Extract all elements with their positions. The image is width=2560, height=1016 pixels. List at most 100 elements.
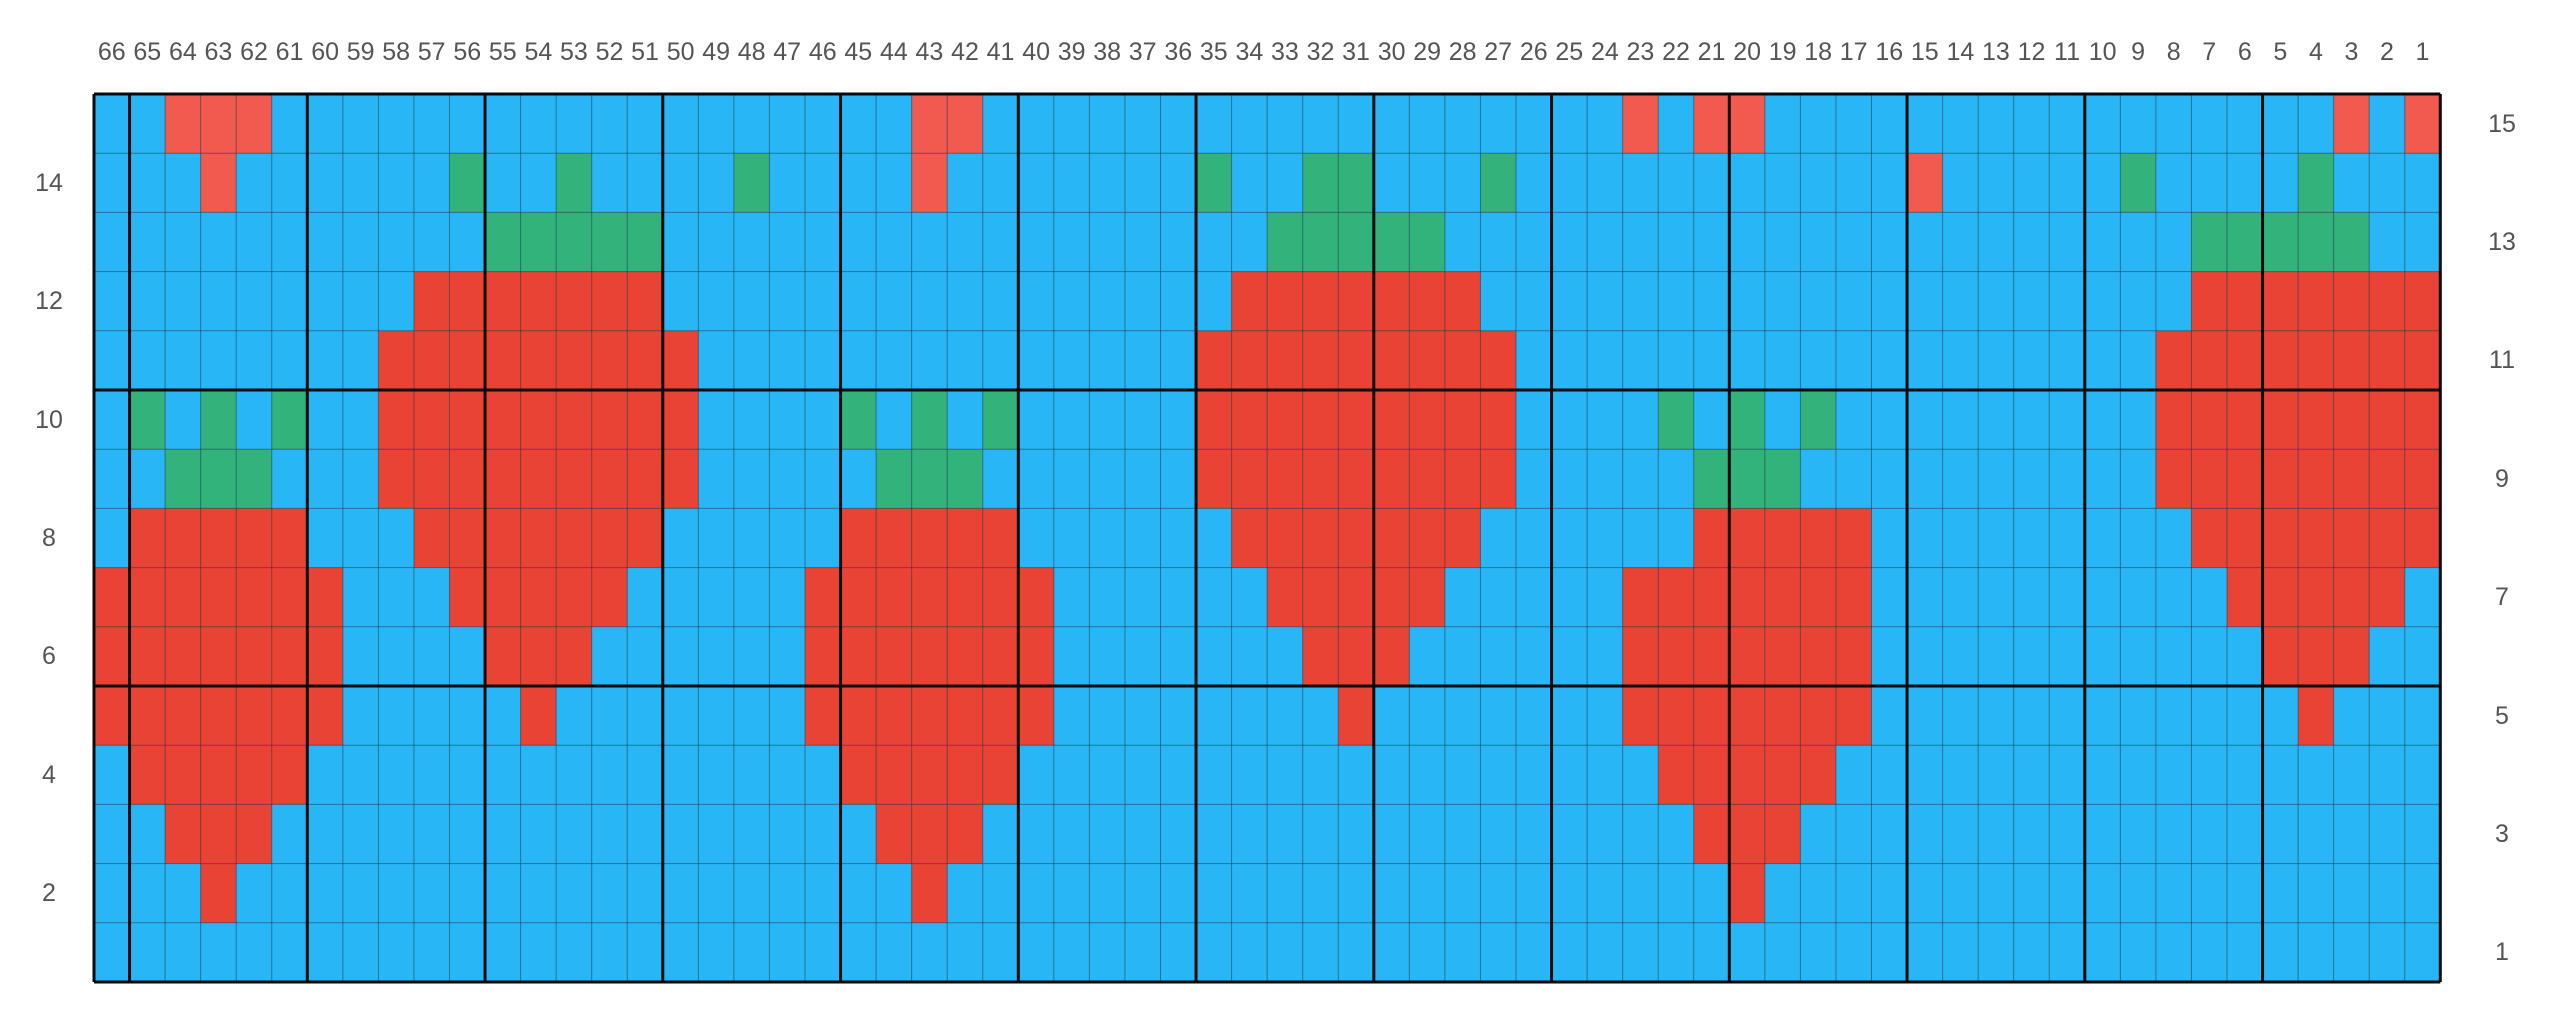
grid-cell bbox=[947, 626, 984, 687]
grid-cell bbox=[1480, 745, 1517, 805]
grid-cell bbox=[1587, 804, 1624, 864]
grid-cell bbox=[1871, 508, 1908, 568]
grid-cell bbox=[1587, 153, 1624, 213]
grid-cell bbox=[1053, 863, 1090, 924]
grid-cell bbox=[1978, 330, 2015, 391]
grid-cell bbox=[911, 863, 948, 924]
grid-cell bbox=[1516, 686, 1552, 746]
grid-cell bbox=[1267, 745, 1304, 805]
grid-cell bbox=[556, 390, 593, 450]
grid-cell bbox=[2191, 863, 2228, 924]
grid-cell bbox=[1871, 863, 1908, 924]
grid-cell bbox=[947, 686, 984, 746]
grid-cell bbox=[94, 508, 130, 568]
grid-cell bbox=[271, 212, 308, 272]
grid-cell bbox=[1978, 508, 2015, 568]
grid-cell bbox=[378, 212, 415, 272]
grid-cell bbox=[1942, 626, 1979, 687]
grid-cell bbox=[769, 390, 806, 450]
grid-cell bbox=[840, 330, 877, 391]
grid-cell bbox=[1018, 922, 1055, 983]
grid-cell bbox=[1942, 804, 1979, 864]
grid-cell bbox=[662, 212, 699, 272]
grid-cell bbox=[947, 212, 984, 272]
grid-cell bbox=[805, 686, 841, 746]
grid-cell bbox=[1124, 863, 1161, 924]
grid-cell bbox=[449, 330, 486, 391]
grid-cell bbox=[698, 390, 735, 450]
grid-cell bbox=[378, 626, 415, 687]
grid-cell bbox=[733, 626, 770, 687]
grid-cell bbox=[1267, 390, 1304, 450]
grid-cell bbox=[271, 686, 308, 746]
grid-cell bbox=[1196, 567, 1232, 628]
grid-cell bbox=[1338, 804, 1375, 864]
grid-cell bbox=[200, 567, 237, 628]
grid-cell bbox=[662, 449, 699, 509]
grid-cell bbox=[911, 922, 948, 983]
grid-cell bbox=[1302, 390, 1339, 450]
grid-cell bbox=[698, 153, 735, 213]
grid-cell bbox=[449, 567, 486, 628]
grid-cell bbox=[911, 686, 948, 746]
grid-cell bbox=[200, 626, 237, 687]
grid-cell bbox=[1231, 863, 1268, 924]
grid-cell bbox=[2404, 153, 2441, 213]
grid-cell bbox=[2120, 212, 2157, 272]
grid-cell bbox=[1160, 271, 1197, 332]
grid-cell bbox=[1658, 153, 1695, 213]
grid-cell bbox=[1835, 686, 1872, 746]
grid-cell bbox=[1053, 330, 1090, 391]
grid-cell bbox=[662, 94, 699, 154]
grid-cell bbox=[733, 449, 770, 509]
grid-cell bbox=[591, 626, 628, 687]
grid-cell bbox=[1978, 922, 2015, 983]
grid-cell bbox=[1444, 94, 1481, 154]
grid-cell bbox=[1658, 212, 1695, 272]
grid-cell bbox=[200, 804, 237, 864]
grid-cell bbox=[982, 212, 1019, 272]
grid-cell bbox=[2262, 626, 2299, 687]
grid-cell bbox=[1409, 508, 1446, 568]
grid-cell bbox=[236, 804, 273, 864]
grid-cell bbox=[1871, 745, 1908, 805]
grid-cell bbox=[1480, 567, 1517, 628]
grid-cell bbox=[1231, 330, 1268, 391]
grid-cell bbox=[556, 271, 593, 332]
grid-cell bbox=[1018, 508, 1055, 568]
grid-cell bbox=[1124, 804, 1161, 864]
grid-cell bbox=[485, 626, 521, 687]
grid-cell bbox=[1800, 686, 1837, 746]
grid-cell bbox=[1587, 330, 1624, 391]
grid-cell bbox=[1480, 94, 1517, 154]
grid-cell bbox=[94, 745, 130, 805]
grid-cell bbox=[2333, 567, 2370, 628]
grid-cell bbox=[1231, 745, 1268, 805]
grid-cell bbox=[165, 212, 202, 272]
grid-cell bbox=[1018, 567, 1055, 628]
grid-cell bbox=[2404, 686, 2441, 746]
grid-cell bbox=[1978, 94, 2015, 154]
grid-cell bbox=[1231, 804, 1268, 864]
grid-cell bbox=[2298, 508, 2335, 568]
grid-cell bbox=[556, 153, 593, 213]
grid-cell bbox=[1302, 922, 1339, 983]
grid-cell bbox=[1373, 271, 1410, 332]
grid-cell bbox=[1907, 330, 1943, 391]
grid-cell bbox=[200, 863, 237, 924]
grid-cell bbox=[449, 922, 486, 983]
grid-cell bbox=[1409, 271, 1446, 332]
grid-cell bbox=[1693, 626, 1730, 687]
grid-cell bbox=[520, 212, 557, 272]
grid-cell bbox=[698, 745, 735, 805]
grid-cell bbox=[1089, 449, 1126, 509]
grid-cell bbox=[1729, 508, 1766, 568]
grid-cell bbox=[2084, 449, 2121, 509]
grid-cell bbox=[1587, 212, 1624, 272]
grid-cell bbox=[840, 567, 877, 628]
grid-cell bbox=[378, 271, 415, 332]
grid-cell bbox=[1693, 153, 1730, 213]
grid-cell bbox=[129, 390, 166, 450]
grid-cell bbox=[1444, 390, 1481, 450]
